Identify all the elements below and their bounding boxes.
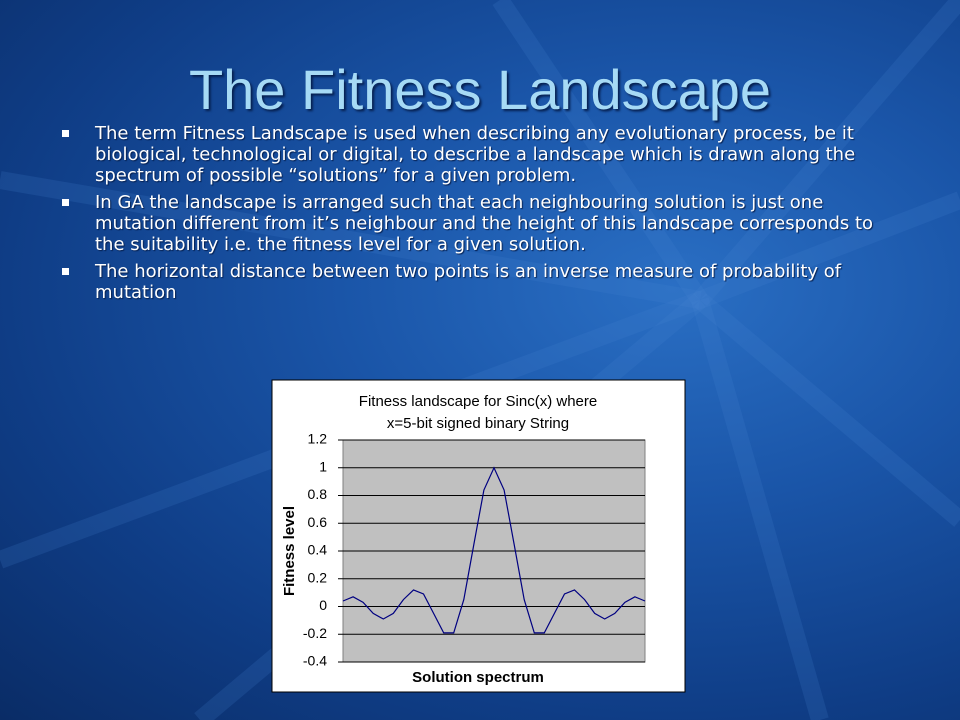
x-axis-title: Solution spectrum: [412, 669, 544, 686]
bullet: In GA the landscape is arranged such tha…: [58, 192, 888, 255]
y-tick-label: 0.8: [308, 486, 328, 502]
y-tick-label: -0.2: [303, 625, 327, 641]
y-tick-label: -0.4: [303, 653, 327, 669]
data-line: [342, 466, 646, 634]
y-tick-label: 0.2: [308, 569, 328, 585]
y-tick-label: 0.6: [308, 514, 328, 530]
bullet: The term Fitness Landscape is used when …: [58, 123, 888, 186]
chart-title: x=5-bit signed binary String: [387, 415, 569, 432]
bullet: The horizontal distance between two poin…: [58, 261, 888, 303]
y-tick-label: 1.2: [308, 431, 328, 447]
y-tick-label: 0: [319, 597, 327, 613]
bullet-list: The term Fitness Landscape is used when …: [58, 123, 888, 309]
y-tick-label: 1: [319, 458, 327, 474]
y-tick-label: 0.4: [308, 542, 328, 558]
y-axis-title: Fitness level: [281, 506, 298, 596]
chart-title: Fitness landscape for Sinc(x) where: [359, 393, 597, 410]
slide-title: The Fitness Landscape: [188, 58, 772, 121]
